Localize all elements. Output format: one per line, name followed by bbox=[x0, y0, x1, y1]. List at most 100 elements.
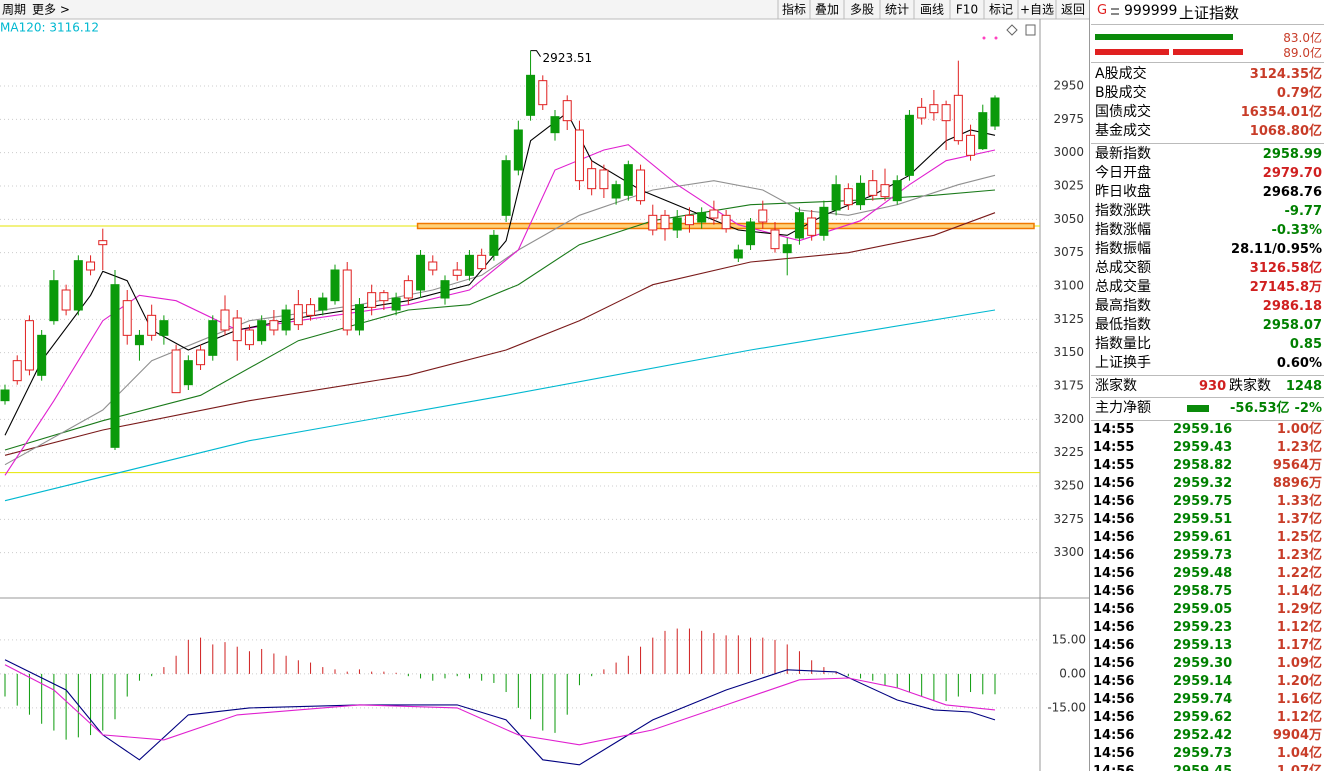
y-tick-label: 3275 bbox=[1053, 512, 1084, 526]
amount: 1.00亿 bbox=[1276, 422, 1322, 437]
candle-body bbox=[660, 214, 670, 230]
candle-body bbox=[49, 280, 59, 322]
code: 999999 bbox=[1124, 3, 1178, 19]
ma-legend: MA120: 3116.12 bbox=[0, 21, 99, 35]
candle-body bbox=[489, 234, 499, 256]
annotation: 2923.51 bbox=[543, 51, 593, 65]
candle-body bbox=[196, 349, 206, 366]
trade-row: 14:56 2958.75 1.14亿 bbox=[1093, 583, 1322, 601]
stat-row: 国债成交 16354.01亿 bbox=[1095, 103, 1322, 122]
amount: 1.07亿 bbox=[1277, 763, 1322, 771]
price: 2952.42 bbox=[1173, 728, 1233, 743]
time: 14:56 bbox=[1093, 674, 1135, 689]
candle-body bbox=[342, 269, 352, 331]
amount: 1.22亿 bbox=[1276, 566, 1322, 581]
price: 2959.43 bbox=[1173, 440, 1233, 455]
stat-label: 总成交量 bbox=[1095, 279, 1151, 295]
price: 2959.74 bbox=[1173, 692, 1233, 707]
stat-label: 最新指数 bbox=[1095, 146, 1151, 162]
time: 14:56 bbox=[1093, 548, 1135, 563]
price: 2959.32 bbox=[1173, 476, 1233, 491]
candle-body bbox=[697, 212, 707, 223]
candle-body bbox=[574, 129, 584, 182]
candle-body bbox=[917, 106, 927, 119]
stat-label: 最高指数 bbox=[1095, 298, 1151, 314]
stat-row: 最新指数 2958.99 bbox=[1095, 145, 1322, 164]
icon[interactable] bbox=[1006, 24, 1018, 36]
name: 上证指数 bbox=[1179, 4, 1240, 22]
price: 2959.48 bbox=[1173, 566, 1233, 581]
price: 2959.14 bbox=[1173, 674, 1233, 689]
stat-value: 0.60% bbox=[1276, 356, 1322, 371]
toolbar-button[interactable]: 多股 bbox=[850, 3, 874, 17]
candle-body bbox=[379, 292, 389, 302]
candle-body bbox=[244, 329, 254, 346]
stat-value: 2958.99 bbox=[1262, 147, 1322, 162]
price: 2959.13 bbox=[1173, 638, 1233, 653]
trade-row: 14:56 2959.73 1.04亿 bbox=[1093, 745, 1322, 763]
toolbar-button[interactable]: 画线 bbox=[920, 3, 944, 17]
toolbar-button[interactable]: F10 bbox=[956, 3, 978, 17]
toolbar-item[interactable]: 更多 > bbox=[32, 3, 70, 17]
toolbar-item[interactable]: 周期 bbox=[2, 3, 26, 17]
icon[interactable] bbox=[1025, 24, 1036, 36]
time: 14:56 bbox=[1093, 566, 1135, 581]
y-tick-label: 2950 bbox=[1053, 79, 1084, 93]
macd-line bbox=[4, 659, 996, 766]
ma-line bbox=[4, 309, 996, 502]
candle-body bbox=[208, 320, 218, 356]
price: 2959.45 bbox=[1173, 763, 1232, 771]
trade-row: 14:56 2959.62 1.12亿 bbox=[1093, 709, 1322, 727]
amount: 1.17亿 bbox=[1276, 638, 1322, 653]
trade-row: 14:56 2959.48 1.22亿 bbox=[1093, 565, 1322, 583]
stat-row: 最低指数 2958.07 bbox=[1095, 316, 1322, 335]
y-tick-label: 2975 bbox=[1053, 112, 1084, 126]
value: -2% bbox=[1294, 401, 1322, 416]
toolbar-button[interactable]: 返回 bbox=[1061, 3, 1085, 17]
stat-label: 基金成交 bbox=[1095, 123, 1151, 139]
candle-body bbox=[770, 229, 780, 250]
candle-body bbox=[721, 214, 731, 230]
candle-body bbox=[868, 180, 878, 196]
candle-body bbox=[220, 309, 230, 331]
toolbar-button[interactable]: 统计 bbox=[885, 3, 909, 17]
trade-row: 14:56 2959.30 1.09亿 bbox=[1093, 655, 1322, 673]
candle-body bbox=[733, 249, 743, 259]
toolbar-button[interactable]: +自选 bbox=[1020, 3, 1054, 17]
price: 2959.61 bbox=[1173, 530, 1233, 545]
stat-value: 3126.58亿 bbox=[1249, 261, 1322, 276]
candle-body bbox=[428, 261, 438, 271]
trade-row: 14:56 2959.61 1.25亿 bbox=[1093, 529, 1322, 547]
y-tick-label: -15.00 bbox=[1047, 700, 1086, 714]
candle-body bbox=[416, 254, 426, 291]
toolbar-button[interactable]: 指标 bbox=[782, 2, 806, 17]
candle-body bbox=[550, 116, 560, 134]
toolbar-button[interactable]: 标记 bbox=[989, 3, 1013, 17]
stat-value: -9.77 bbox=[1284, 204, 1322, 219]
y-tick-label: 15.00 bbox=[1052, 632, 1086, 646]
candle-body bbox=[159, 320, 169, 336]
toolbar-button[interactable]: 叠加 bbox=[815, 3, 839, 17]
candle-body bbox=[183, 360, 193, 386]
y-tick-label: 3300 bbox=[1053, 545, 1084, 559]
y-tick-label: 3000 bbox=[1053, 145, 1084, 159]
trade-row: 14:56 2959.74 1.16亿 bbox=[1093, 691, 1322, 709]
amount: 1.12亿 bbox=[1276, 620, 1322, 635]
y-tick-label: 0.00 bbox=[1059, 666, 1086, 680]
amount: 1.33亿 bbox=[1276, 494, 1322, 509]
amount: 9904万 bbox=[1272, 728, 1322, 743]
y-tick-label: 3050 bbox=[1053, 212, 1084, 226]
candle-body bbox=[526, 74, 536, 116]
stat-row: 昨日收盘 2968.76 bbox=[1095, 183, 1322, 202]
trade-row: 14:56 2959.32 8896万 bbox=[1093, 475, 1322, 493]
candle-body bbox=[391, 297, 401, 311]
amount: 1.16亿 bbox=[1276, 692, 1322, 707]
stat-row: 今日开盘 2979.70 bbox=[1095, 164, 1322, 183]
breadth-row: 涨家数 930 跌家数 1248 bbox=[1095, 377, 1322, 396]
stat-label: 指数涨跌 bbox=[1095, 203, 1151, 219]
trade-row: 14:55 2958.82 9564万 bbox=[1093, 457, 1322, 475]
label: 涨家数 bbox=[1095, 378, 1137, 394]
trade-row: 14:56 2959.73 1.23亿 bbox=[1093, 547, 1322, 565]
trade-row: 14:56 2959.23 1.12亿 bbox=[1093, 619, 1322, 637]
